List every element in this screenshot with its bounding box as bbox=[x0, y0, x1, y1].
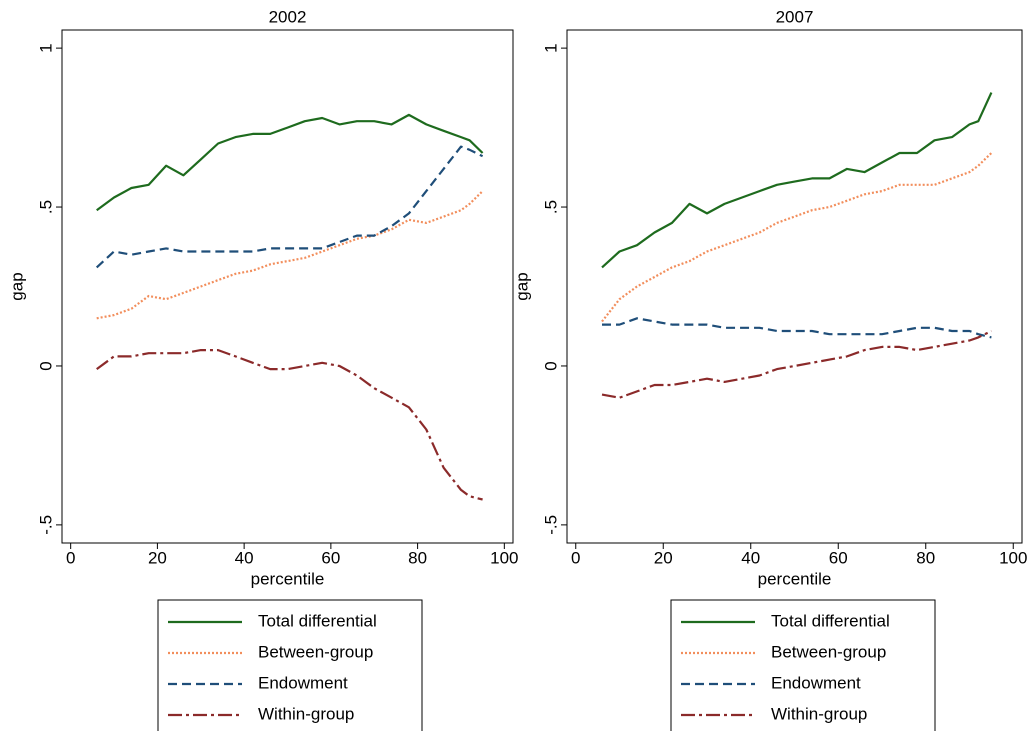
x-tick-label: 20 bbox=[654, 548, 673, 567]
y-axis-label: gap bbox=[7, 272, 26, 300]
y-tick-label: -.5 bbox=[541, 515, 560, 535]
y-tick-label: 1 bbox=[541, 43, 560, 52]
y-tick-label: -.5 bbox=[36, 515, 55, 535]
x-tick-label: 60 bbox=[321, 548, 340, 567]
x-tick-label: 40 bbox=[741, 548, 760, 567]
series-line bbox=[601, 330, 992, 399]
series-line bbox=[96, 113, 484, 212]
x-tick-label: 80 bbox=[408, 548, 427, 567]
x-tick-label: 80 bbox=[916, 548, 935, 567]
legend-label: Within-group bbox=[258, 704, 354, 723]
x-tick-label: 100 bbox=[490, 548, 518, 567]
x-tick-label: 100 bbox=[999, 548, 1027, 567]
legend-label: Within-group bbox=[771, 704, 867, 723]
chart-title: 2002 bbox=[269, 7, 307, 26]
series-line bbox=[601, 152, 993, 323]
plot-area bbox=[61, 29, 514, 544]
series-line bbox=[96, 190, 484, 320]
legend-label: Endowment bbox=[258, 673, 348, 692]
legend-label: Between-group bbox=[258, 642, 373, 661]
x-axis-label: percentile bbox=[251, 569, 325, 588]
y-tick-label: 1 bbox=[36, 43, 55, 52]
legend-label: Total differential bbox=[771, 611, 890, 630]
plot-area bbox=[566, 29, 1023, 544]
series-line bbox=[95, 145, 484, 269]
chart-title: 2007 bbox=[776, 7, 814, 26]
y-tick-label: .5 bbox=[36, 200, 55, 214]
x-tick-label: 40 bbox=[235, 548, 254, 567]
legend-label: Endowment bbox=[771, 673, 861, 692]
legend-label: Total differential bbox=[258, 611, 377, 630]
x-axis-label: percentile bbox=[758, 569, 832, 588]
x-tick-label: 60 bbox=[829, 548, 848, 567]
y-axis-label: gap bbox=[512, 272, 531, 300]
y-tick-label: 0 bbox=[541, 361, 560, 370]
series-line bbox=[96, 349, 483, 501]
x-tick-label: 0 bbox=[571, 548, 580, 567]
y-tick-label: 0 bbox=[36, 361, 55, 370]
y-tick-label: .5 bbox=[541, 200, 560, 214]
legend-label: Between-group bbox=[771, 642, 886, 661]
x-tick-label: 20 bbox=[148, 548, 167, 567]
series-line bbox=[602, 317, 992, 339]
series-line bbox=[601, 92, 993, 269]
x-tick-label: 0 bbox=[66, 548, 75, 567]
